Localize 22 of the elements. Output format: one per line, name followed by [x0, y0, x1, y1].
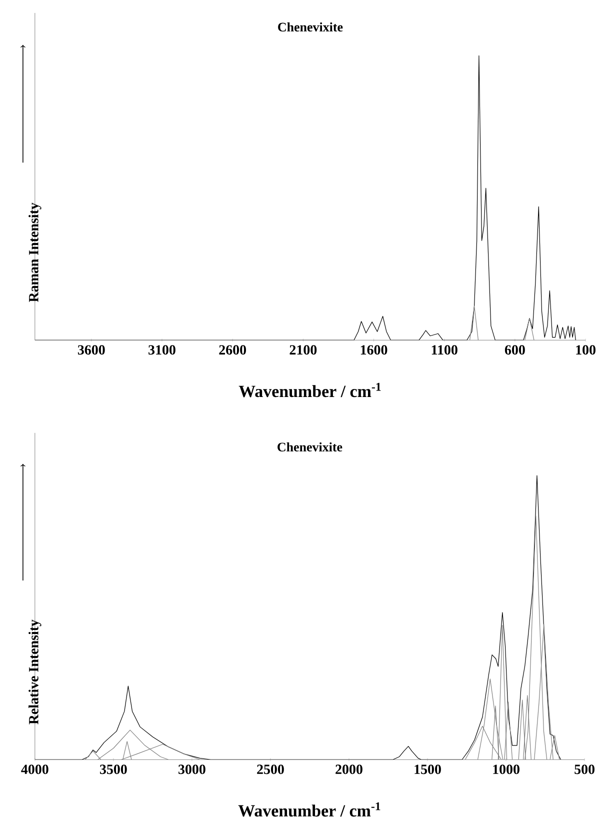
chart-title: Chenevixite: [278, 442, 342, 452]
x-tick-label: 100: [576, 345, 596, 355]
chart-title: Chenevixite: [278, 22, 343, 32]
y-axis-title: Relative Intensity: [28, 620, 42, 724]
x-tick-label: 1600: [361, 345, 388, 355]
x-tick-label: 1000: [493, 764, 520, 774]
x-tick-label: 2600: [219, 345, 246, 355]
x-axis-title: Wavenumber / cm$^{-1}$: [238, 802, 380, 817]
x-tick-label: 3100: [148, 345, 176, 355]
y-axis-title: Raman Intensity: [28, 202, 42, 302]
x-tick-label: 1100: [432, 345, 458, 355]
x-axis-title: Wavenumber / cm$^{-1}$: [239, 382, 381, 398]
x-tick-label: 3500: [100, 764, 128, 774]
x-tick-label: 4000: [21, 764, 49, 774]
x-tick-label: 2500: [257, 764, 284, 774]
x-tick-label: 500: [574, 764, 595, 774]
x-tick-label: 3600: [78, 345, 106, 355]
x-tick-label: 2000: [336, 764, 363, 774]
x-tick-label: 2100: [290, 345, 317, 355]
x-tick-label: 600: [505, 345, 526, 355]
x-tick-label: 3000: [178, 764, 206, 774]
x-tick-label: 1500: [414, 764, 442, 774]
